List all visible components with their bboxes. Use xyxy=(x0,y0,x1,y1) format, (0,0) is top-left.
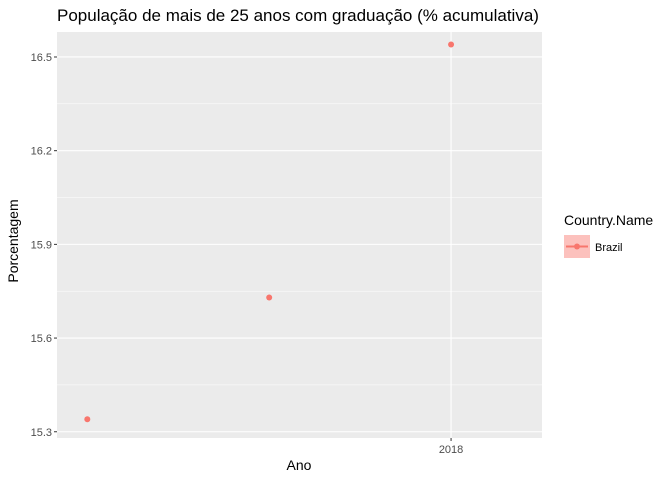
y-tick-label: 15.6 xyxy=(31,333,52,345)
data-point xyxy=(448,41,455,48)
legend-label-brazil: Brazil xyxy=(595,242,623,254)
plot-panel xyxy=(57,32,542,438)
legend-key xyxy=(564,235,590,258)
x-tick-label: 2018 xyxy=(439,444,463,456)
data-points xyxy=(84,41,455,423)
y-tick-label: 16.2 xyxy=(31,146,52,158)
x-axis-title: Ano xyxy=(287,457,312,473)
y-axis-title: Porcentagem xyxy=(5,199,21,282)
grid-minor xyxy=(57,103,542,386)
x-axis: 2018 xyxy=(439,438,463,456)
legend-key-point xyxy=(574,243,580,250)
legend: Country.Name Brazil xyxy=(564,212,653,258)
y-tick-label: 16.5 xyxy=(31,52,52,64)
grid-major xyxy=(57,32,542,438)
data-point xyxy=(266,294,273,301)
legend-title: Country.Name xyxy=(564,212,653,228)
y-tick-label: 15.9 xyxy=(31,239,52,251)
y-axis: 15.3 15.6 15.9 16.2 16.5 xyxy=(31,52,57,439)
y-tick-label: 15.3 xyxy=(31,427,52,439)
data-point xyxy=(84,416,91,423)
chart-title: População de mais de 25 anos com graduaç… xyxy=(57,6,539,25)
